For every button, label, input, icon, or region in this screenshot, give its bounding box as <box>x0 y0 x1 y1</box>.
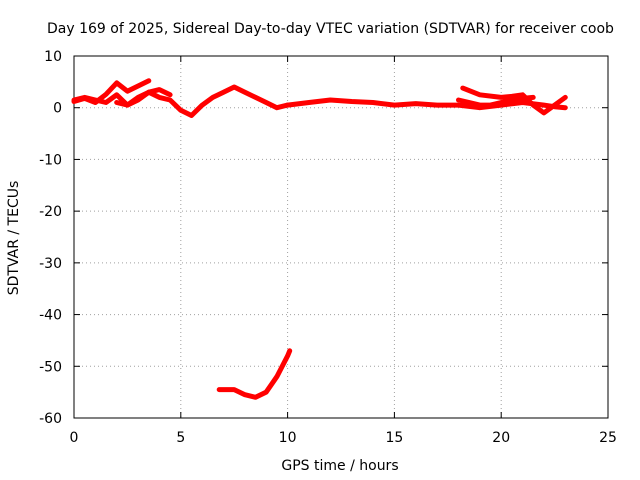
x-tick-label: 0 <box>70 430 79 446</box>
y-tick-label: -30 <box>39 256 62 272</box>
y-tick-label: -60 <box>39 411 62 427</box>
series-satellite-track-5 <box>456 94 536 108</box>
plot-frame <box>73 55 609 419</box>
y-tick-label: -10 <box>39 152 62 168</box>
series-satellite-track-3 <box>114 87 173 108</box>
y-axis-label: SDTVAR / TECUs <box>6 181 22 296</box>
data-series <box>71 78 568 400</box>
x-tick-labels: 0 5 10 15 20 25 <box>70 430 617 446</box>
axis-ticks <box>73 55 609 419</box>
y-tick-label: 10 <box>44 49 62 65</box>
x-tick-label: 20 <box>492 430 510 446</box>
y-tick-label: -20 <box>39 204 62 220</box>
x-tick-label: 15 <box>385 430 403 446</box>
chart-title: Day 169 of 2025, Sidereal Day-to-day VTE… <box>47 21 614 37</box>
series-satellite-track-2 <box>71 84 291 118</box>
x-axis-label: GPS time / hours <box>281 458 398 474</box>
series-satellite-track-6 <box>460 85 568 116</box>
grid-lines <box>74 56 608 418</box>
x-tick-label: 25 <box>599 430 617 446</box>
x-tick-label: 5 <box>176 430 185 446</box>
y-tick-label: -40 <box>39 308 62 324</box>
y-tick-labels: 10 0 -10 -20 -30 -40 -50 -60 <box>39 49 62 427</box>
series-satellite-track-7 <box>216 348 293 400</box>
x-tick-label: 10 <box>279 430 297 446</box>
y-tick-label: 0 <box>53 101 62 117</box>
y-tick-label: -50 <box>39 359 62 375</box>
series-satellite-track-4 <box>285 97 568 111</box>
